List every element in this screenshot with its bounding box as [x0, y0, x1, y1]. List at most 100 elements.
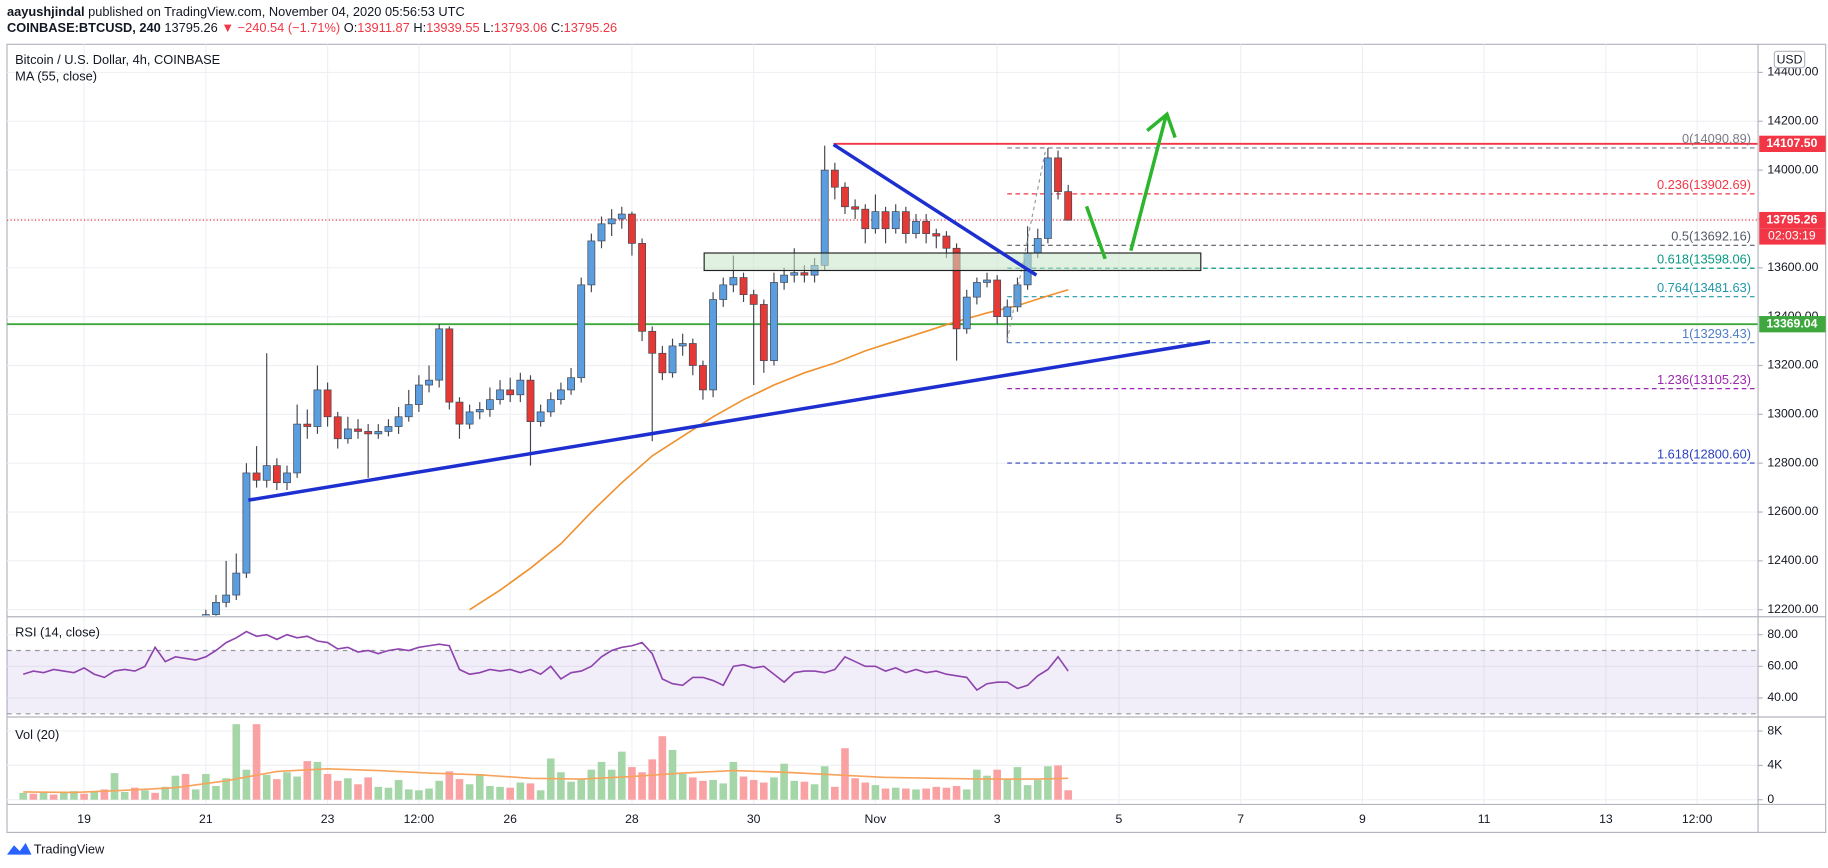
volume-bar — [110, 773, 119, 800]
candle-body — [303, 423, 312, 427]
candle-body — [222, 594, 231, 603]
volume-bar — [902, 788, 910, 800]
volume-bar — [293, 776, 301, 800]
candle-body — [323, 389, 332, 418]
currency: USD — [1777, 52, 1803, 66]
volume-bar — [942, 787, 951, 800]
fib-label: 0.618(13598.06) — [1657, 251, 1751, 266]
volume-bar — [202, 773, 210, 800]
volume-bar — [435, 780, 443, 800]
currency-box[interactable] — [1773, 50, 1806, 69]
volume-bar — [252, 724, 261, 800]
volume-bar — [120, 791, 129, 800]
arrow-head — [1146, 111, 1177, 139]
volume-bar — [486, 785, 494, 800]
candle-body — [394, 416, 403, 427]
volume-bar — [496, 786, 504, 800]
volume-bar — [465, 784, 474, 800]
volume-bar — [932, 786, 941, 800]
price-tag-label: 13795.26 — [1766, 212, 1817, 226]
candle-body — [759, 304, 768, 361]
x-tick-label: 30 — [747, 812, 761, 826]
candle-body — [1054, 157, 1062, 192]
candle-body — [668, 345, 677, 374]
candle-body — [455, 401, 464, 425]
volume-bar — [983, 775, 991, 800]
candle-body — [1043, 157, 1052, 239]
volume-bar — [313, 761, 322, 800]
x-tick-label: 12:00 — [1682, 812, 1713, 826]
candle-body — [851, 206, 860, 210]
change: ▼ −240.54 (−1.71%) — [221, 21, 340, 36]
candle-body — [343, 428, 352, 440]
header-line-2: COINBASE:BTCUSD, 240 13795.26 ▼ −240.54 … — [7, 21, 617, 36]
volume-bar — [891, 787, 900, 800]
logo-icon — [6, 842, 32, 855]
trendline-support — [248, 339, 1211, 502]
volume-bar — [100, 789, 109, 800]
candle-body — [354, 428, 362, 432]
candle-body — [557, 389, 565, 401]
candle-body — [617, 213, 626, 220]
candle-body — [962, 296, 971, 330]
volume-bar — [161, 786, 170, 800]
volume-bar — [800, 781, 809, 800]
published: published on TradingView.com, November 0… — [88, 4, 465, 19]
l-label: L: — [483, 21, 494, 36]
price-tag — [1759, 316, 1826, 333]
last-price: 13795.26 — [164, 21, 217, 36]
candle-body — [628, 213, 636, 244]
y-tick-label: 4K — [1767, 758, 1783, 772]
candle-body — [425, 379, 433, 386]
volume-bar — [39, 791, 48, 800]
volume-bar — [678, 773, 687, 800]
candle-body — [212, 602, 220, 615]
header-line-1: aayushjindal published on TradingView.co… — [7, 4, 465, 19]
candle-body — [1003, 306, 1012, 317]
candle-body — [861, 208, 870, 230]
fib-label: 0(14090.89) — [1682, 131, 1751, 146]
volume-bar — [49, 794, 58, 800]
candle-body — [587, 240, 596, 286]
volume-bar — [577, 779, 586, 800]
x-tick-label: 11 — [1478, 812, 1491, 826]
volume-bar — [689, 777, 697, 800]
chart-frame — [6, 43, 1827, 834]
candle-body — [638, 243, 646, 332]
candle-body — [445, 328, 454, 403]
candle-body — [546, 399, 555, 413]
volume-bar — [861, 782, 870, 800]
candle-body — [871, 211, 880, 230]
candle-body — [648, 330, 657, 354]
candle-body — [404, 404, 413, 418]
volume-bar — [993, 769, 1001, 800]
fib-label: 0.236(13902.69) — [1657, 177, 1751, 192]
candle-body — [912, 221, 920, 234]
volume-bar — [19, 792, 28, 800]
y-tick-label: 12800.00 — [1767, 455, 1818, 469]
fib-label: 1(13293.43) — [1682, 326, 1751, 341]
volume-bar — [739, 776, 748, 800]
candle-body — [688, 343, 697, 366]
volume-bar — [70, 791, 78, 800]
volume-bar — [516, 782, 525, 800]
candle-body — [516, 379, 525, 396]
author[interactable]: aayushjindal — [7, 4, 85, 19]
x-tick-label: 26 — [503, 812, 517, 826]
y-tick-label: 80.00 — [1767, 627, 1798, 641]
symbol: COINBASE:BTCUSD, 240 — [7, 21, 161, 36]
rsi-band — [6, 650, 1759, 714]
volume-bar — [729, 761, 738, 800]
support-zone — [703, 252, 1202, 272]
candle-body — [567, 377, 575, 391]
volume-bar — [617, 751, 626, 800]
volume-bar — [374, 786, 383, 800]
footer-brand[interactable]: TradingView — [34, 841, 105, 856]
y-tick-label: 13600.00 — [1767, 260, 1818, 274]
volume-bar — [394, 779, 403, 800]
candle-body — [678, 343, 687, 347]
candle-body — [719, 284, 728, 300]
candle-body — [232, 572, 241, 596]
volume-bar — [191, 789, 200, 800]
